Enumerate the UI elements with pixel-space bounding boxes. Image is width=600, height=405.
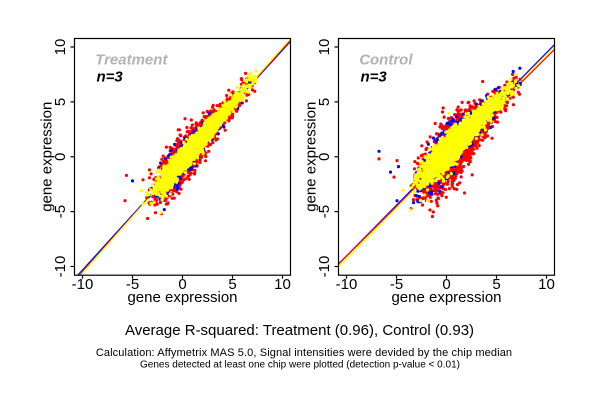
svg-text:-5: -5 [126, 276, 139, 293]
svg-text:Control: Control [359, 52, 413, 69]
svg-text:-10: -10 [336, 276, 358, 293]
svg-text:-5: -5 [390, 276, 403, 293]
svg-text:10: 10 [316, 39, 333, 56]
svg-text:gene expression: gene expression [127, 289, 237, 306]
svg-text:5: 5 [52, 98, 69, 106]
svg-text:gene expression: gene expression [303, 102, 320, 212]
svg-text:10: 10 [274, 276, 291, 293]
svg-text:0: 0 [442, 276, 450, 293]
svg-text:0: 0 [178, 276, 186, 293]
svg-text:Average R-squared: Treatment (: Average R-squared: Treatment (0.96), Con… [125, 322, 474, 339]
svg-text:0: 0 [316, 153, 333, 161]
svg-text:Treatment: Treatment [95, 52, 168, 69]
svg-text:n=3: n=3 [97, 69, 124, 86]
svg-text:5: 5 [228, 276, 236, 293]
svg-text:-10: -10 [52, 256, 69, 278]
svg-text:-10: -10 [316, 256, 333, 278]
svg-text:10: 10 [538, 276, 555, 293]
svg-text:gene expression: gene expression [391, 289, 501, 306]
svg-text:gene expression: gene expression [39, 102, 56, 212]
svg-text:Genes detected at least one ch: Genes detected at least one chip were pl… [140, 360, 460, 371]
svg-text:5: 5 [492, 276, 500, 293]
svg-text:-5: -5 [52, 205, 69, 218]
svg-text:-5: -5 [316, 205, 333, 218]
svg-text:Calculation: Affymetrix MAS 5.: Calculation: Affymetrix MAS 5.0, Signal … [96, 347, 512, 359]
svg-text:0: 0 [52, 153, 69, 161]
svg-text:10: 10 [52, 39, 69, 56]
svg-text:5: 5 [316, 98, 333, 106]
svg-text:n=3: n=3 [361, 69, 388, 86]
svg-text:-10: -10 [72, 276, 94, 293]
